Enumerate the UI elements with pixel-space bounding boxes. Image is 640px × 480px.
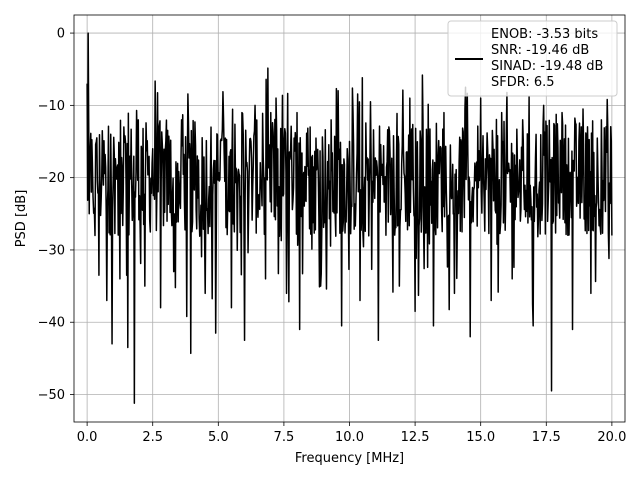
y-tick-label: 0 <box>57 27 65 42</box>
x-tick-label: 0.0 <box>77 430 98 445</box>
y-tick-label: −10 <box>38 99 65 114</box>
x-tick-label: 20.0 <box>597 430 626 445</box>
legend-enob: ENOB: -3.53 bits <box>491 27 598 42</box>
psd-series-line <box>86 32 613 404</box>
legend-box <box>447 20 618 97</box>
y-tick-label: −40 <box>38 316 65 331</box>
x-tick-label: 7.5 <box>274 430 295 445</box>
x-tick-label: 12.5 <box>401 430 430 445</box>
x-axis-ticks: 0.0 2.5 5.0 7.5 10.0 12.5 15.0 17.5 20.0 <box>77 422 626 445</box>
y-tick-label: −20 <box>38 171 65 186</box>
legend: ENOB: -3.53 bits SNR: -19.46 dB SINAD: -… <box>447 20 618 97</box>
x-tick-label: 15.0 <box>466 430 495 445</box>
legend-sinad: SINAD: -19.48 dB <box>491 59 603 74</box>
x-tick-label: 5.0 <box>208 430 229 445</box>
y-tick-label: −50 <box>38 388 65 403</box>
legend-snr: SNR: -19.46 dB <box>491 43 589 58</box>
y-tick-label: −30 <box>38 243 65 258</box>
x-tick-label: 2.5 <box>142 430 163 445</box>
x-axis-label: Frequency [MHz] <box>295 451 404 466</box>
x-tick-label: 17.5 <box>532 430 561 445</box>
y-axis-label: PSD [dB] <box>14 190 29 248</box>
legend-sfdr: SFDR: 6.5 <box>491 75 555 90</box>
y-axis-ticks: 0 −10 −20 −30 −40 −50 <box>38 27 74 403</box>
x-tick-label: 10.0 <box>335 430 364 445</box>
